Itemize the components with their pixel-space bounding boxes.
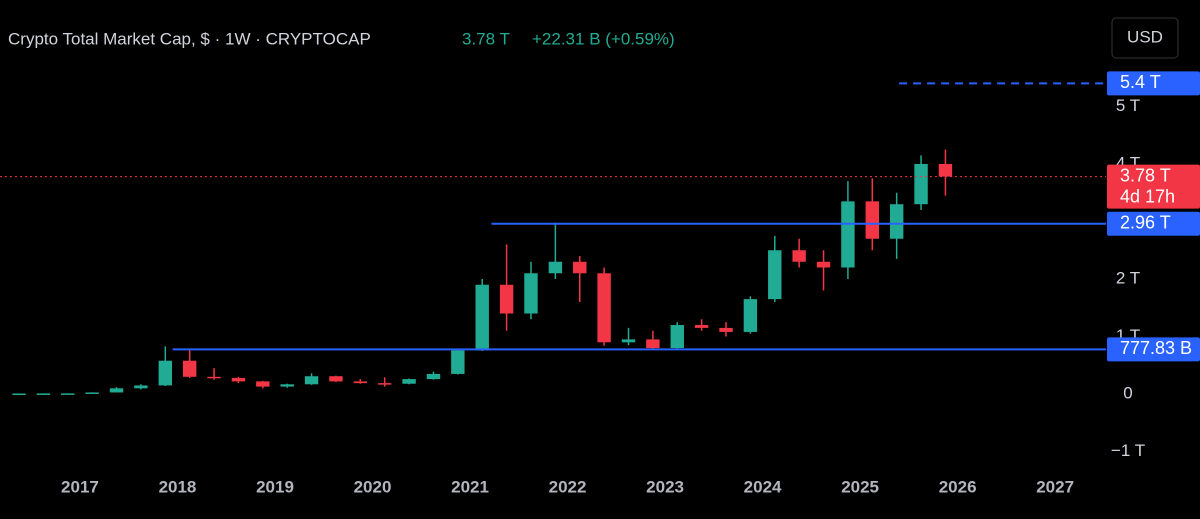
price-badge <box>1107 71 1200 96</box>
x-tick-label: 2026 <box>939 477 977 496</box>
candle-body <box>792 250 806 262</box>
x-tick-label: 2019 <box>256 477 294 496</box>
candle-body <box>256 381 270 387</box>
currency[interactable]: USD <box>1127 27 1163 46</box>
countdown: 4d 17h <box>1120 186 1175 206</box>
candle-body <box>231 377 246 382</box>
candle-body <box>865 201 880 239</box>
x-tick-label: 2027 <box>1036 477 1074 496</box>
candle-body <box>670 325 684 349</box>
candle-body <box>182 360 197 377</box>
y-tick-label: −1 T <box>1111 441 1145 460</box>
candle-body <box>548 261 563 274</box>
chart-title: Crypto Total Market Cap, $ · 1W · CRYPTO… <box>8 29 371 48</box>
candle-body <box>426 373 441 380</box>
price-badge-label: 777.83 B <box>1120 338 1192 358</box>
candle-body <box>280 384 294 387</box>
candle-body <box>573 261 587 274</box>
price-badge-label: 5.4 T <box>1120 72 1161 92</box>
candle-body <box>207 376 221 379</box>
price-badge <box>1107 164 1200 209</box>
currency-button[interactable] <box>1111 17 1179 59</box>
candle-body <box>768 250 782 300</box>
candle-body <box>889 204 904 239</box>
x-tick-label: 2021 <box>451 477 489 496</box>
candle-body <box>451 350 465 374</box>
candle-body <box>329 376 343 382</box>
candle-body <box>134 385 148 389</box>
candle-body <box>378 383 392 385</box>
candle-body <box>524 273 538 314</box>
price-badge-label: 2.96 T <box>1120 213 1171 233</box>
x-tick-label: 2017 <box>61 477 99 496</box>
candle-body <box>475 284 489 351</box>
x-tick-label: 2020 <box>354 477 392 496</box>
candle-body <box>36 393 51 395</box>
candle-body <box>402 379 416 384</box>
y-tick-label: 0 <box>1123 384 1132 403</box>
candle-body <box>938 163 953 177</box>
candle-body <box>597 273 611 343</box>
candle-body <box>646 339 660 349</box>
x-tick-label: 2022 <box>549 477 587 496</box>
y-tick-label: 5 T <box>1116 96 1140 115</box>
candle-body <box>914 163 928 205</box>
x-tick-label: 2024 <box>744 477 782 496</box>
price-change: +22.31 B (+0.59%) <box>532 29 675 48</box>
x-tick-label: 2023 <box>646 477 684 496</box>
candle-body <box>621 339 636 343</box>
candle-body <box>304 376 319 385</box>
candle-body <box>353 381 368 384</box>
candle-body <box>499 284 514 314</box>
price-badge <box>1107 211 1200 236</box>
candle-body <box>85 392 99 394</box>
candle-body <box>694 325 709 328</box>
candle-body <box>12 393 26 395</box>
candle-body <box>109 388 124 393</box>
candle-body <box>158 360 172 386</box>
price-badge <box>1107 337 1200 362</box>
x-tick-label: 2018 <box>159 477 197 496</box>
x-tick-label: 2025 <box>841 477 879 496</box>
last-price: 3.78 T <box>462 29 510 48</box>
candle-body <box>61 393 75 395</box>
candle-body <box>841 201 855 268</box>
candle-body <box>816 261 831 268</box>
price-badge-label: 3.78 T <box>1120 165 1171 185</box>
y-tick-label: 2 T <box>1116 268 1140 287</box>
candle-body <box>719 327 733 332</box>
candle-body <box>743 299 758 332</box>
